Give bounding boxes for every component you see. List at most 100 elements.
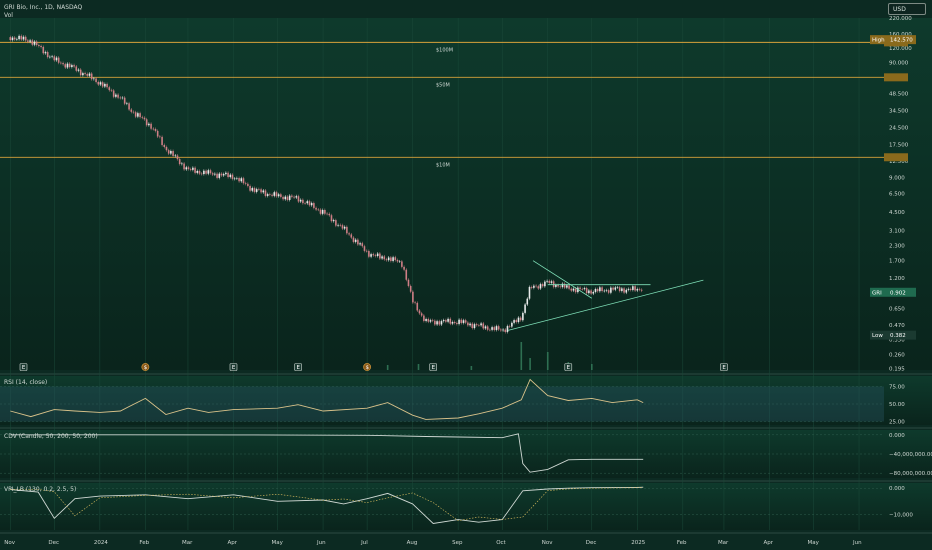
candle-body: [585, 288, 588, 294]
candle-body: [577, 287, 579, 293]
candle-body: [253, 188, 256, 192]
candle-body: [141, 117, 144, 118]
candle-body: [572, 288, 575, 291]
volume-bar: [386, 365, 389, 370]
y-tick-label: 0.470: [889, 323, 905, 329]
candle-body: [198, 170, 201, 174]
y-tick-label: 160.000: [889, 32, 912, 38]
y-tick-label: 9.000: [889, 175, 905, 181]
candle-body: [77, 69, 80, 71]
candle-body: [348, 233, 350, 235]
price-badge: [870, 35, 916, 45]
x-tick-label: Feb: [139, 540, 149, 546]
candle-body: [625, 289, 628, 293]
candle-body: [55, 57, 58, 61]
candle-body: [537, 286, 540, 289]
candle-body: [57, 57, 60, 63]
candle-body: [376, 253, 379, 256]
candle-body: [634, 286, 636, 291]
candle-body: [489, 329, 491, 331]
candle-body: [163, 144, 166, 147]
candle-body: [418, 310, 421, 314]
candle-body: [236, 178, 238, 179]
candle-body: [302, 199, 304, 204]
candle-body: [541, 284, 544, 287]
candle-body: [328, 213, 331, 216]
y-tick-label: 0.350: [889, 338, 905, 344]
candle-body: [515, 320, 518, 323]
candle-body: [601, 287, 603, 291]
candle-body: [350, 234, 353, 238]
candle-body: [172, 151, 174, 156]
x-tick-label: Mar: [182, 540, 193, 546]
price-badge: [870, 330, 916, 340]
candle-body: [106, 83, 108, 88]
candle-body: [570, 288, 573, 291]
candle-body: [599, 287, 601, 292]
candle-body: [277, 194, 280, 197]
candle-body: [607, 290, 610, 293]
candle-body: [346, 226, 348, 234]
candle-body: [233, 178, 236, 180]
candle-body: [546, 280, 548, 282]
dividend-marker: $: [141, 363, 150, 371]
volume-bar: [590, 364, 593, 370]
candle-body: [150, 123, 152, 129]
x-tick-label: Jul: [360, 540, 368, 546]
earnings-marker: E: [720, 363, 728, 371]
candle-body: [332, 220, 335, 222]
volume-label: Vol: [4, 12, 13, 19]
candle-body: [310, 203, 313, 206]
candle-body: [86, 74, 89, 76]
candle-body: [539, 284, 542, 289]
x-tick-label: Nov: [542, 540, 553, 546]
candle-body: [480, 323, 482, 326]
candle-body: [187, 167, 190, 170]
candle-body: [24, 36, 27, 41]
candle-body: [528, 286, 531, 299]
candle-body: [275, 192, 278, 197]
candle-body: [555, 284, 557, 287]
candle-body: [370, 254, 372, 257]
candle-body: [462, 320, 465, 323]
currency-selector[interactable]: USD: [888, 3, 926, 15]
price-badge-value: 0.382: [890, 333, 906, 339]
candle-body: [123, 97, 126, 104]
candle-body: [629, 288, 632, 290]
candle-body: [321, 210, 324, 214]
candle-body: [9, 37, 12, 41]
x-tick-label: Jun: [852, 540, 862, 546]
y-tick-label: 6.500: [889, 192, 905, 198]
candle-body: [176, 155, 179, 160]
candle-body: [363, 246, 366, 251]
volume-bar: [520, 342, 523, 370]
candle-body: [594, 289, 597, 292]
indicator-series: [10, 486, 644, 524]
candle-body: [610, 287, 612, 293]
candle-body: [438, 321, 441, 325]
candle-body: [365, 250, 368, 252]
candle-body: [68, 63, 71, 67]
candle-body: [500, 329, 502, 331]
candle-body: [552, 281, 555, 287]
candle-body: [352, 237, 355, 242]
candle-body: [134, 112, 137, 117]
x-tick-label: Dec: [48, 540, 59, 546]
y-tick-label: 48.500: [889, 91, 909, 97]
candle-body: [306, 201, 309, 204]
trendline: [507, 279, 704, 331]
candle-body: [264, 190, 267, 196]
candle-body: [504, 329, 507, 332]
candle-body: [288, 195, 291, 200]
x-tick-label: Apr: [763, 540, 773, 546]
candle-body: [621, 288, 623, 291]
valuation-level-label: $10M: [436, 162, 450, 168]
candle-body: [299, 199, 302, 202]
valuation-level-label: $100M: [436, 47, 453, 53]
candle-body: [385, 259, 388, 261]
candle-body: [636, 289, 639, 291]
candle-body: [62, 63, 64, 65]
candle-body: [284, 196, 287, 200]
candle-body: [115, 94, 117, 97]
